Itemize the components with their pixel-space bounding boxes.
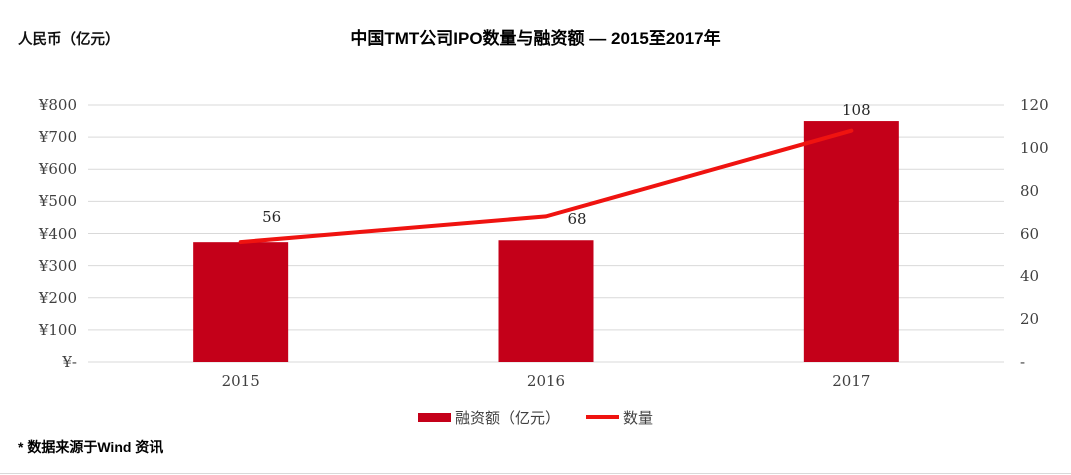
bar-2015 [193, 242, 289, 362]
count-line [238, 128, 854, 245]
legend-item-financing: 融资额（亿元） [417, 407, 560, 428]
line-series-swatch [586, 415, 619, 419]
bar-2016 [498, 240, 594, 362]
bottom-divider [0, 473, 1071, 474]
chart-title: 中国TMT公司IPO数量与融资额 — 2015至2017年 [350, 29, 721, 48]
legend: 融资额（亿元） 数量 [0, 405, 1071, 429]
legend-item-count: 数量 [586, 407, 653, 428]
left-axis-unit-label: 人民币（亿元） [18, 32, 120, 48]
source-footnote: * 数据来源于Wind 资讯 [18, 439, 164, 455]
legend-label-count: 数量 [623, 408, 654, 427]
legend-label-financing: 融资额（亿元） [454, 408, 560, 427]
bar-series-swatch [417, 412, 451, 422]
bar-2017 [803, 121, 899, 362]
